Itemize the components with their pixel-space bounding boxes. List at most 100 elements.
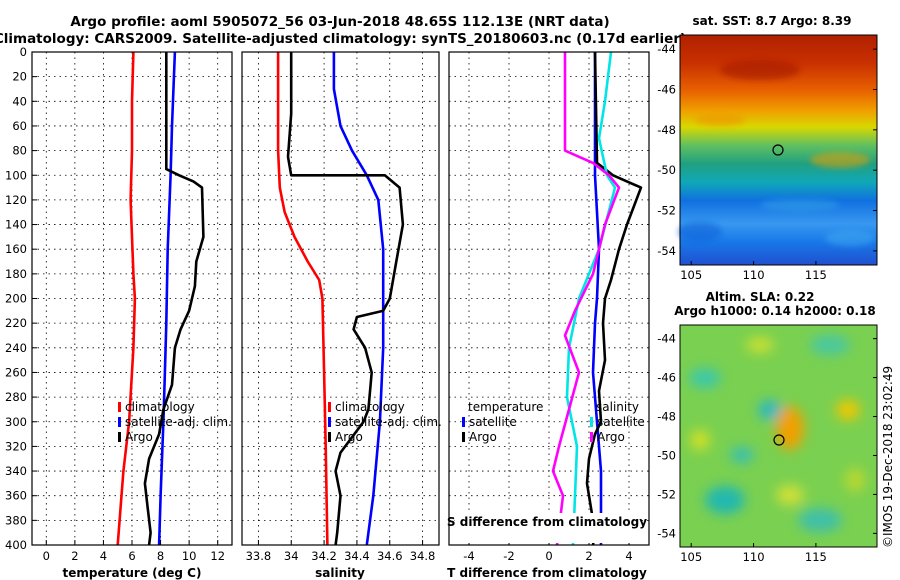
s-difference-label: S difference from climatology (447, 515, 647, 529)
map-x-tick-label: 115 (805, 268, 827, 282)
legend-label-argo: Argo (125, 430, 153, 444)
x-tick-label: 0 (545, 549, 552, 563)
map-y-tick-label: -46 (657, 82, 676, 96)
figure-title-line1: Argo profile: aoml 5905072_56 03-Jun-201… (70, 14, 609, 30)
sst-map-texture (678, 60, 875, 246)
figure-title-line2: Climatology: CARS2009. Satellite-adjuste… (0, 31, 686, 47)
legend-swatch-climatology (118, 402, 121, 412)
y-tick-label: 160 (5, 242, 27, 256)
y-tick-label: 120 (5, 193, 27, 207)
legend-label-satellite: satellite-adj. clim. (335, 415, 442, 429)
argo-location-marker-sst (772, 144, 784, 156)
series-line-climatology (276, 52, 329, 546)
y-tick-label: 280 (5, 390, 27, 404)
map-x-tick-label: 105 (680, 550, 702, 564)
temperature-panel: 0204060801001201401601802002202402602803… (5, 45, 233, 580)
map-y-tick-label: -54 (657, 244, 676, 258)
salinity-panel: 33.8 34 34.2 34.4 34.6 34.8 salinity climatol… (241, 51, 442, 580)
x-tick-label: 34.6 (377, 549, 403, 563)
sla-map: Altim. SLA: 0.22 Argo h1000: 0.14 h2000:… (657, 290, 878, 564)
y-tick-label: 20 (12, 70, 27, 84)
y-tick-label: 200 (5, 292, 27, 306)
series-line-temperature-argo (585, 51, 643, 546)
legend-swatch-t-satellite (462, 417, 465, 427)
y-tick-label: 240 (5, 341, 27, 355)
y-tick-label: 100 (5, 168, 27, 182)
map-y-tick-label: -48 (657, 410, 676, 424)
x-tick-label: 34.8 (410, 549, 436, 563)
y-tick-label: 220 (5, 316, 27, 330)
x-tick-label: 8 (157, 549, 164, 563)
legend-swatch-argo (118, 432, 121, 442)
x-tick-label: 34 (284, 549, 299, 563)
sla-map-title-line2: Argo h1000: 0.14 h2000: 0.18 (674, 304, 875, 318)
legend-swatch-argo (328, 432, 331, 442)
x-tick-label: 6 (128, 549, 135, 563)
legend-swatch-climatology (328, 402, 331, 412)
x-tick-label: 12 (210, 549, 225, 563)
y-tick-label: 400 (5, 538, 27, 552)
x-tick-label: 4 (625, 549, 632, 563)
y-tick-label: 360 (5, 489, 27, 503)
map-y-tick-label: -52 (657, 487, 676, 501)
imos-credit: ©IMOS 19-Dec-2018 23:02:49 (881, 366, 895, 548)
x-tick-label: 2 (71, 549, 78, 563)
legend-swatch-t-argo (462, 432, 465, 442)
legend-label-s-satellite: satellite (597, 415, 645, 429)
y-tick-label: 260 (5, 365, 27, 379)
legend-swatch-satellite (118, 417, 121, 427)
sla-map-title-line1: Altim. SLA: 0.22 (706, 290, 815, 304)
legend-label-satellite: satellite-adj. clim. (125, 415, 232, 429)
map-y-tick-label: -50 (657, 448, 676, 462)
series-line-argo (143, 52, 205, 546)
series-line-salinity-argo (551, 52, 621, 546)
y-tick-label: 60 (12, 119, 27, 133)
temperature-xlabel: temperature (deg C) (63, 566, 202, 580)
y-tick-label: 320 (5, 439, 27, 453)
legend-label-climatology: climatology (335, 400, 405, 414)
x-tick-label: 33.8 (246, 549, 272, 563)
legend-swatch-s-argo (590, 432, 593, 442)
argo-location-marker-sla (773, 434, 785, 446)
y-tick-label: 300 (5, 415, 27, 429)
legend-swatch-satellite (328, 417, 331, 427)
x-tick-label: 2 (585, 549, 592, 563)
legend-label-argo: Argo (335, 430, 363, 444)
x-tick-label: 10 (182, 549, 197, 563)
difference-legend: temperature satellite Argo salinity sate… (462, 400, 645, 444)
map-y-tick-label: -48 (657, 123, 676, 137)
map-x-tick-label: 110 (743, 550, 765, 564)
map-x-tick-label: 115 (805, 550, 827, 564)
map-y-tick-label: -50 (657, 163, 676, 177)
y-tick-label: 380 (5, 513, 27, 527)
map-y-tick-label: -46 (657, 371, 676, 385)
series-line-satellite-adj-clim- (157, 51, 177, 546)
legend-title-salinity: salinity (596, 400, 639, 414)
series-line-satellite-adj-clim- (332, 52, 385, 546)
y-tick-label: 140 (5, 218, 27, 232)
y-tick-label: 40 (12, 94, 27, 108)
x-tick-label: 34.4 (344, 549, 370, 563)
series-line-climatology (116, 51, 137, 546)
legend-title-temperature: temperature (468, 400, 543, 414)
map-y-tick-label: -44 (657, 42, 676, 56)
salinity-legend: climatology satellite-adj. clim. Argo (328, 400, 442, 444)
salinity-xlabel: salinity (315, 566, 365, 580)
x-tick-label: 4 (100, 549, 107, 563)
series-line-salinity-satellite (565, 51, 617, 546)
s-diff-label-background (455, 513, 640, 543)
legend-swatch-s-satellite (590, 417, 593, 427)
series-line-temperature-satellite (591, 52, 603, 545)
t-difference-label: T difference from climatology (447, 566, 647, 580)
legend-label-s-argo: Argo (597, 430, 625, 444)
y-tick-label: 0 (20, 45, 27, 59)
map-y-tick-label: -54 (657, 526, 676, 540)
x-tick-label: -4 (463, 549, 474, 563)
x-tick-label: -2 (503, 549, 514, 563)
legend-label-climatology: climatology (125, 400, 195, 414)
map-x-tick-label: 110 (743, 268, 765, 282)
sla-map-texture (689, 335, 865, 532)
legend-label-t-argo: Argo (469, 430, 497, 444)
legend-label-t-satellite: satellite (469, 415, 517, 429)
